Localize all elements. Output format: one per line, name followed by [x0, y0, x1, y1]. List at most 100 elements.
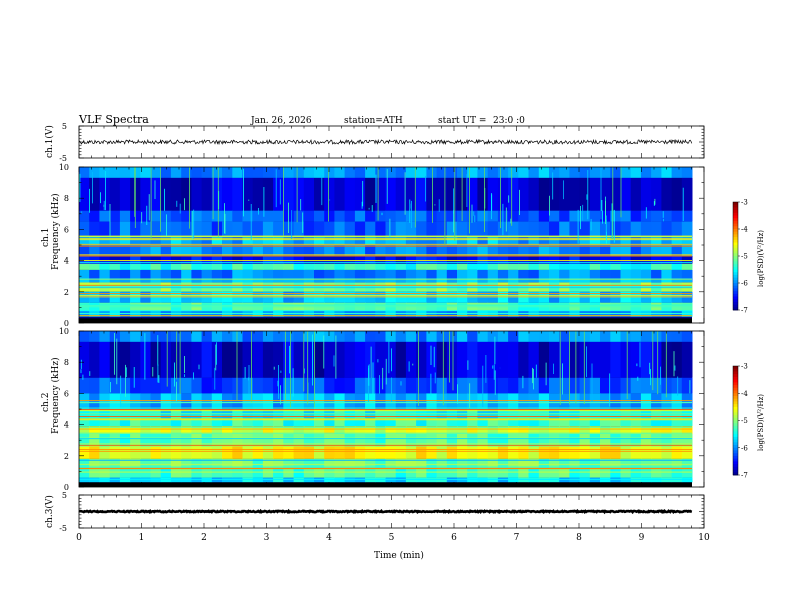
- spectrogram-cell: [344, 468, 356, 478]
- spectrogram-cell: [671, 331, 683, 342]
- colorbar-cell: [733, 272, 738, 276]
- spectrogram-cell: [600, 177, 611, 211]
- spectrogram-cell: [273, 331, 284, 342]
- spectrogram-cell: [222, 477, 233, 483]
- spectrogram-cell: [508, 263, 519, 270]
- spectrogram-cell: [640, 270, 652, 283]
- spectrogram-cell: [569, 221, 581, 238]
- spectrogram-cell: [661, 221, 673, 238]
- spectrogram-cell: [620, 263, 632, 270]
- spectrogram-cell: [630, 446, 642, 459]
- spectrogram-cell: [395, 282, 407, 292]
- spectrogram-cell: [222, 393, 233, 409]
- spectrogram-cell: [150, 477, 162, 483]
- colorbar-cell: [733, 220, 738, 224]
- spectrogram-cell: [242, 237, 254, 245]
- spectrogram-cell: [170, 331, 182, 342]
- spectrogram-cell: [130, 331, 141, 342]
- spectrogram-cell: [119, 458, 131, 469]
- spectrogram-cell: [661, 468, 673, 478]
- spectrogram-cell: [211, 255, 223, 264]
- spectrogram-cell: [170, 245, 182, 256]
- spectrogram-cell: [467, 477, 478, 483]
- spectrogram-cell: [262, 477, 274, 483]
- spectrogram-cell: [477, 263, 489, 270]
- spectrogram-cell: [477, 245, 489, 256]
- spectrogram-cell: [518, 167, 529, 178]
- spectrogram-cell: [569, 255, 581, 264]
- spectrogram-cell: [109, 177, 121, 211]
- spectrogram-cell: [477, 331, 489, 342]
- spectrogram-cell: [181, 221, 192, 238]
- spectrogram-cell: [375, 167, 386, 178]
- spectrogram-cell: [273, 237, 284, 245]
- spectrogram-cell: [518, 221, 529, 238]
- spectrogram-cell: [324, 418, 335, 427]
- spectrogram-cell: [416, 282, 427, 292]
- spectrogram-cell: [579, 210, 591, 222]
- spectrogram-cell: [477, 418, 489, 427]
- colorbar-cell: [733, 274, 738, 278]
- colorbar-cell: [733, 461, 738, 465]
- spectrogram-cell: [324, 341, 335, 378]
- spectrogram-cell: [181, 282, 192, 292]
- spectrogram-cell: [640, 426, 652, 434]
- spectrogram-cell: [160, 418, 172, 427]
- colorbar-cell: [733, 379, 738, 383]
- x-tick-label: 9: [639, 533, 645, 543]
- spectrogram-cell: [579, 270, 591, 283]
- spectrogram-cell: [109, 210, 121, 222]
- spectrogram-cell: [426, 377, 438, 394]
- spectrogram-cell: [579, 426, 591, 434]
- spectrogram-cell: [150, 458, 162, 469]
- spectrogram-cell: [242, 177, 254, 211]
- spectrogram-cell: [630, 177, 642, 211]
- spectrogram-cell: [252, 393, 264, 409]
- spectrogram-cell: [293, 255, 305, 264]
- spectrogram-cell: [232, 263, 243, 270]
- spectrogram-cell: [314, 221, 325, 238]
- spectrogram-cell: [589, 237, 601, 245]
- spectrogram-cell: [651, 341, 662, 378]
- spectrogram-cell: [416, 210, 427, 222]
- spectrogram-cell: [620, 255, 632, 264]
- spectrogram-cell: [528, 270, 540, 283]
- spectrogram-cell: [467, 210, 478, 222]
- spectrogram-cell: [222, 446, 233, 459]
- spectrogram-cell: [181, 426, 192, 434]
- spectrogram-cell: [303, 477, 315, 483]
- spectrogram-cell: [242, 245, 254, 256]
- colorbar-cell: [733, 387, 738, 391]
- spectrogram-cell: [324, 221, 335, 238]
- spectrogram-cell: [487, 458, 499, 469]
- spectrogram-cell: [518, 434, 529, 447]
- ch1-colorbar: -3 -4 -5 -6 -7: [732, 199, 748, 315]
- spectrogram-cell: [569, 426, 581, 434]
- spectrogram-cell: [201, 245, 213, 256]
- spectrogram-cell: [181, 418, 192, 427]
- spectrogram-cell: [273, 177, 284, 211]
- spectrogram-cell: [477, 426, 489, 434]
- spectrogram-cell: [314, 426, 325, 434]
- colorbar-cell: [733, 425, 738, 430]
- spectrogram-cell: [528, 418, 540, 427]
- spectrogram-cell: [242, 426, 254, 434]
- spectrogram-cell: [293, 426, 305, 434]
- spectrogram-cell: [201, 458, 213, 469]
- colorbar-cell: [733, 288, 738, 292]
- spectrogram-cell: [365, 477, 376, 483]
- colorbar-cell: [733, 307, 738, 311]
- spectrogram-cell: [508, 282, 519, 292]
- spectrogram-cell: [589, 434, 601, 447]
- spectrogram-cell: [671, 418, 683, 427]
- spectrogram-cell: [538, 434, 550, 447]
- colorbar-tick-label: -7: [741, 472, 748, 480]
- spectrogram-cell: [222, 418, 233, 427]
- spectrogram-cell: [559, 270, 570, 283]
- spectrogram-cell: [365, 418, 376, 427]
- spectrogram-cell: [538, 458, 550, 469]
- spectrogram-cell: [681, 331, 693, 342]
- spectrogram-cell: [640, 245, 652, 256]
- spectrogram-cell: [252, 331, 264, 342]
- spectrogram-cell: [344, 221, 356, 238]
